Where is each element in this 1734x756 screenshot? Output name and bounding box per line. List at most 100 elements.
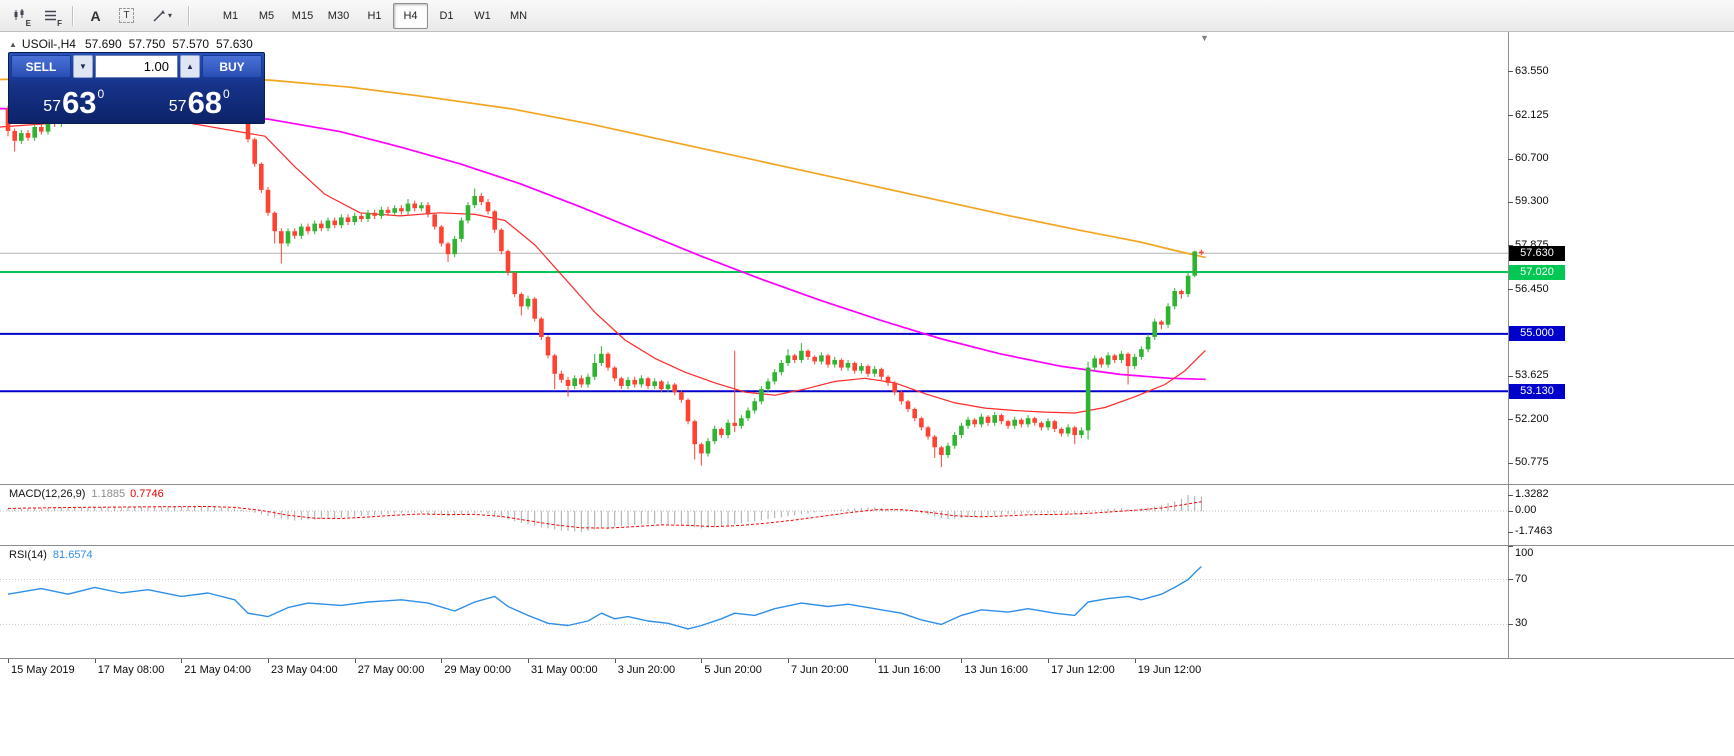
price-badge-55.000: 55.000 — [1509, 326, 1565, 342]
price-axis-tick — [1508, 375, 1513, 377]
time-axis-tick — [8, 659, 9, 663]
time-axis-label: 17 Jun 12:00 — [1051, 664, 1115, 676]
buy-button[interactable]: BUY — [202, 55, 262, 78]
sell-price-small: 57 — [43, 98, 62, 115]
volume-input[interactable] — [95, 55, 178, 78]
timeframe-group: M1 M5 M15 M30 H1 H4 D1 W1 MN — [213, 2, 536, 29]
buy-price-small: 57 — [168, 98, 187, 115]
rsi-axis-label: 70 — [1515, 572, 1528, 585]
chart-shift-marker-icon[interactable]: ▼ — [1200, 33, 1209, 43]
buy-price-display[interactable]: 57 68 0 — [137, 80, 263, 125]
trendline-icon — [153, 9, 165, 21]
collapse-arrow-icon: ▲ — [9, 40, 17, 49]
ohlc-low: 57.570 — [172, 37, 210, 51]
timeframe-button-h4[interactable]: H4 — [393, 2, 428, 29]
one-click-trading-panel: SELL ▼ ▲ BUY 57 63 0 57 68 0 — [8, 52, 265, 124]
macd-axis-label: -1.7463 — [1515, 525, 1553, 537]
rsi-axis-tick — [1508, 623, 1513, 625]
timeframe-button-w1[interactable]: W1 — [474, 9, 491, 22]
rsi-indicator-surface[interactable] — [0, 546, 1508, 658]
price-axis-label: 53.625 — [1515, 369, 1549, 381]
time-axis-label: 21 May 04:00 — [184, 664, 251, 676]
time-axis-tick — [1048, 659, 1050, 663]
drawing-tools-button[interactable]: ▾ — [143, 3, 181, 29]
panel-divider[interactable] — [0, 484, 1734, 485]
timeframe-button-h1[interactable]: H1 — [367, 9, 382, 22]
chart-expert-button[interactable]: E — [5, 3, 34, 29]
macd-signal-value: 0.7746 — [130, 488, 164, 500]
price-axis-label: 62.125 — [1515, 108, 1549, 121]
sell-button[interactable]: SELL — [11, 55, 71, 78]
volume-increase-button[interactable]: ▲ — [180, 55, 200, 78]
time-axis-label: 5 Jun 20:00 — [704, 664, 762, 676]
buy-price-big: 68 — [187, 85, 223, 120]
price-axis-label: 60.700 — [1515, 152, 1549, 165]
sell-price-display[interactable]: 57 63 0 — [11, 80, 137, 125]
time-axis-label: 17 May 08:00 — [97, 664, 165, 676]
rsi-axis-label: 100 — [1515, 547, 1534, 559]
price-axis-label: 52.200 — [1515, 412, 1549, 425]
timeframe-button-mn[interactable]: MN — [509, 9, 528, 22]
price-axis-tick — [1508, 462, 1513, 464]
macd-indicator-surface[interactable] — [0, 485, 1508, 545]
macd-title: MACD(12,26,9) 1.1885 0.7746 — [9, 488, 164, 500]
macd-axis-tick — [1508, 494, 1513, 496]
time-axis-label: 27 May 00:00 — [357, 664, 425, 676]
timeframe-button-d1[interactable]: D1 — [439, 9, 454, 22]
price-axis-line — [1508, 32, 1509, 659]
macd-axis-tick — [1508, 510, 1513, 512]
volume-decrease-button[interactable]: ▼ — [73, 55, 93, 78]
rsi-axis-tick — [1508, 545, 1513, 547]
chevron-down-icon: ▾ — [167, 11, 172, 20]
timeframe-button-m5[interactable]: M5 — [258, 9, 275, 22]
price-axis-label: 50.775 — [1515, 456, 1549, 469]
macd-main-value: 1.1885 — [91, 488, 126, 500]
price-axis-label: 63.550 — [1515, 64, 1549, 77]
panel-divider[interactable] — [0, 545, 1734, 546]
time-axis-label: 29 May 00:00 — [444, 664, 512, 676]
trade-controls-row: SELL ▼ ▲ BUY — [9, 53, 264, 80]
time-axis-label: 11 Jun 16:00 — [877, 664, 941, 676]
text-label-tool-button[interactable]: A — [81, 3, 110, 29]
price-axis-tick — [1508, 419, 1513, 421]
text-box-tool-button[interactable]: T — [112, 3, 141, 29]
price-scale[interactable] — [1509, 32, 1734, 659]
text-box-icon: T — [119, 8, 134, 23]
list-function-button[interactable]: F — [36, 3, 65, 29]
time-axis-tick — [94, 659, 96, 663]
rsi-axis-label: 30 — [1515, 617, 1528, 630]
price-badge-57.630: 57.630 — [1509, 245, 1565, 261]
time-axis-label: 19 Jun 12:00 — [1137, 664, 1202, 676]
time-axis-tick — [1134, 659, 1136, 663]
price-axis-tick — [1508, 158, 1513, 160]
timeframe-button-m30[interactable]: M30 — [327, 9, 350, 22]
toolbar-separator — [72, 5, 74, 26]
price-chart-surface[interactable] — [0, 32, 1508, 485]
buy-price-sup: 0 — [223, 87, 230, 101]
time-axis-label: 15 May 2019 — [11, 664, 75, 676]
time-axis-label: 3 Jun 20:00 — [617, 664, 676, 676]
rsi-name: RSI(14) — [9, 549, 47, 561]
time-axis-label: 7 Jun 20:00 — [791, 664, 849, 676]
time-axis-tick — [528, 659, 529, 663]
ohlc-close: 57.630 — [216, 37, 253, 51]
time-axis-tick — [354, 659, 356, 663]
time-scale[interactable] — [0, 659, 1734, 699]
price-badge-53.130: 53.130 — [1509, 383, 1565, 399]
timeframe-button-m15[interactable]: M15 — [291, 9, 314, 22]
time-axis-label: 23 May 04:00 — [271, 664, 338, 676]
toolbar: E F A T ▾ M1 M5 M15 M30 H1 H4 D1 W1 MN — [0, 0, 1734, 32]
rsi-axis-tick — [1508, 579, 1513, 581]
time-axis-tick — [788, 659, 789, 663]
letter-f-badge: F — [57, 18, 62, 28]
time-axis-label: 31 May 00:00 — [531, 664, 598, 676]
price-axis-tick — [1508, 71, 1513, 73]
price-badge-57.020: 57.020 — [1509, 264, 1565, 280]
price-axis-label: 59.300 — [1515, 195, 1549, 208]
ohlc-open: 57.690 — [84, 37, 122, 51]
macd-axis-label: 1.3282 — [1515, 488, 1549, 500]
sell-price-sup: 0 — [97, 87, 105, 101]
letter-e-badge: E — [25, 18, 31, 28]
timeframe-button-m1[interactable]: M1 — [222, 9, 239, 22]
